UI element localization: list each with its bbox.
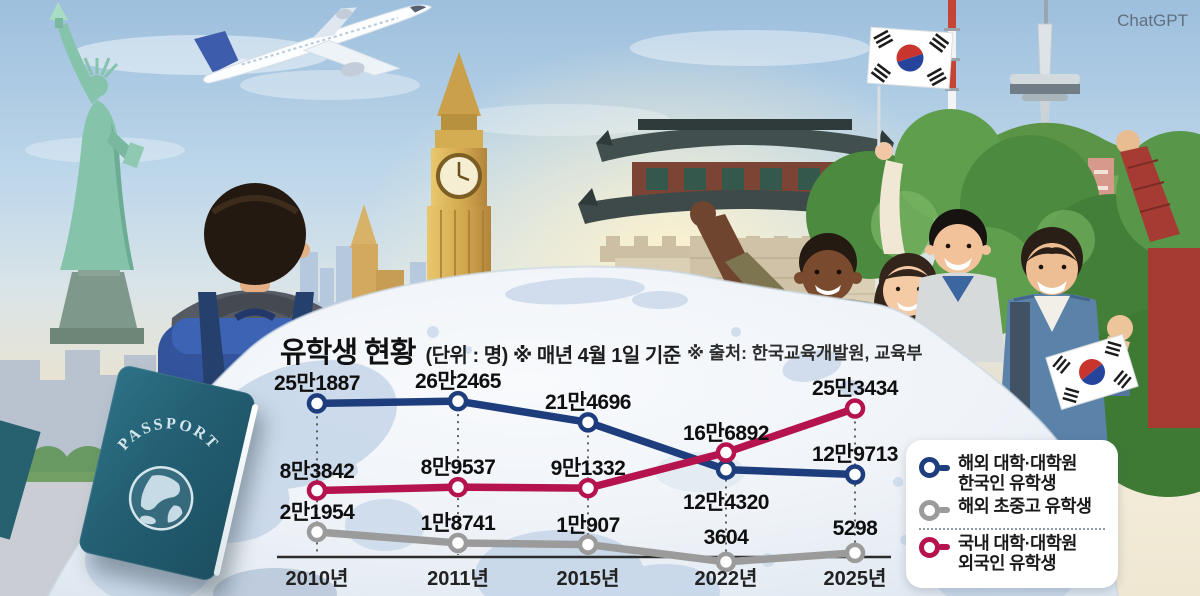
- airplane: [194, 4, 433, 84]
- legend-label: 해외 초중고 유학생: [958, 495, 1092, 516]
- world-map-panel: [48, 266, 1118, 596]
- statue-of-liberty: [49, 2, 145, 344]
- legend-item: 해외 초중고 유학생: [919, 495, 1105, 521]
- passport: PASSPORT: [77, 363, 259, 583]
- legend-item: 국내 대학·대학원 외국인 유학생: [919, 532, 1105, 574]
- korean-flag: [866, 26, 954, 147]
- legend-label: 해외 대학·대학원 한국인 유학생: [958, 453, 1077, 493]
- legend-label: 국내 대학·대학원 외국인 유학생: [958, 532, 1077, 573]
- legend-divider: [919, 527, 1105, 530]
- watermark: ChatGPT: [1117, 11, 1188, 30]
- legend-marker-icon: [919, 457, 950, 478]
- map-continents: [85, 277, 1080, 596]
- legend-marker-icon: [919, 499, 950, 521]
- korean-flag-hand: [1045, 333, 1139, 411]
- page-title: 유학생 현황: [280, 337, 416, 369]
- passport-edge: [0, 420, 41, 540]
- passport-label: PASSPORT: [113, 403, 226, 474]
- source-note: ※ 출처: 한국교육개발원, 교육부: [687, 343, 923, 363]
- legend-item: 해외 대학·대학원 한국인 유학생: [919, 453, 1105, 494]
- legend-marker-icon: [919, 536, 950, 558]
- chart-title-block: 유학생 현황 (단위 : 명) ※ 매년 4월 1일 기준: [280, 329, 681, 371]
- chart-subtitle: (단위 : 명) ※ 매년 4월 1일 기준: [425, 345, 681, 367]
- globe-icon: [128, 466, 194, 531]
